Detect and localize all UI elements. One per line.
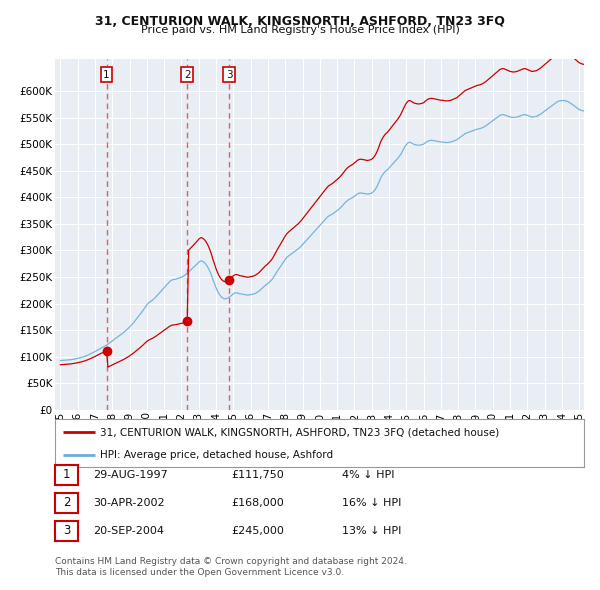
Text: 31, CENTURION WALK, KINGSNORTH, ASHFORD, TN23 3FQ: 31, CENTURION WALK, KINGSNORTH, ASHFORD,… (95, 15, 505, 28)
Text: 3: 3 (63, 525, 70, 537)
Text: HPI: Average price, detached house, Ashford: HPI: Average price, detached house, Ashf… (100, 450, 334, 460)
Text: 1: 1 (63, 468, 70, 481)
Text: 31, CENTURION WALK, KINGSNORTH, ASHFORD, TN23 3FQ (detached house): 31, CENTURION WALK, KINGSNORTH, ASHFORD,… (100, 427, 499, 437)
Text: Price paid vs. HM Land Registry's House Price Index (HPI): Price paid vs. HM Land Registry's House … (140, 25, 460, 35)
Text: 30-APR-2002: 30-APR-2002 (93, 498, 164, 507)
Text: 2: 2 (63, 496, 70, 509)
Text: 13% ↓ HPI: 13% ↓ HPI (342, 526, 401, 536)
Text: 3: 3 (226, 70, 232, 80)
Text: Contains HM Land Registry data © Crown copyright and database right 2024.: Contains HM Land Registry data © Crown c… (55, 558, 407, 566)
Text: 20-SEP-2004: 20-SEP-2004 (93, 526, 164, 536)
Text: 1: 1 (103, 70, 110, 80)
Text: 2: 2 (184, 70, 191, 80)
Text: 16% ↓ HPI: 16% ↓ HPI (342, 498, 401, 507)
Text: £245,000: £245,000 (231, 526, 284, 536)
Text: 4% ↓ HPI: 4% ↓ HPI (342, 470, 395, 480)
Text: 29-AUG-1997: 29-AUG-1997 (93, 470, 168, 480)
Text: This data is licensed under the Open Government Licence v3.0.: This data is licensed under the Open Gov… (55, 568, 344, 577)
Text: £168,000: £168,000 (231, 498, 284, 507)
Text: £111,750: £111,750 (231, 470, 284, 480)
